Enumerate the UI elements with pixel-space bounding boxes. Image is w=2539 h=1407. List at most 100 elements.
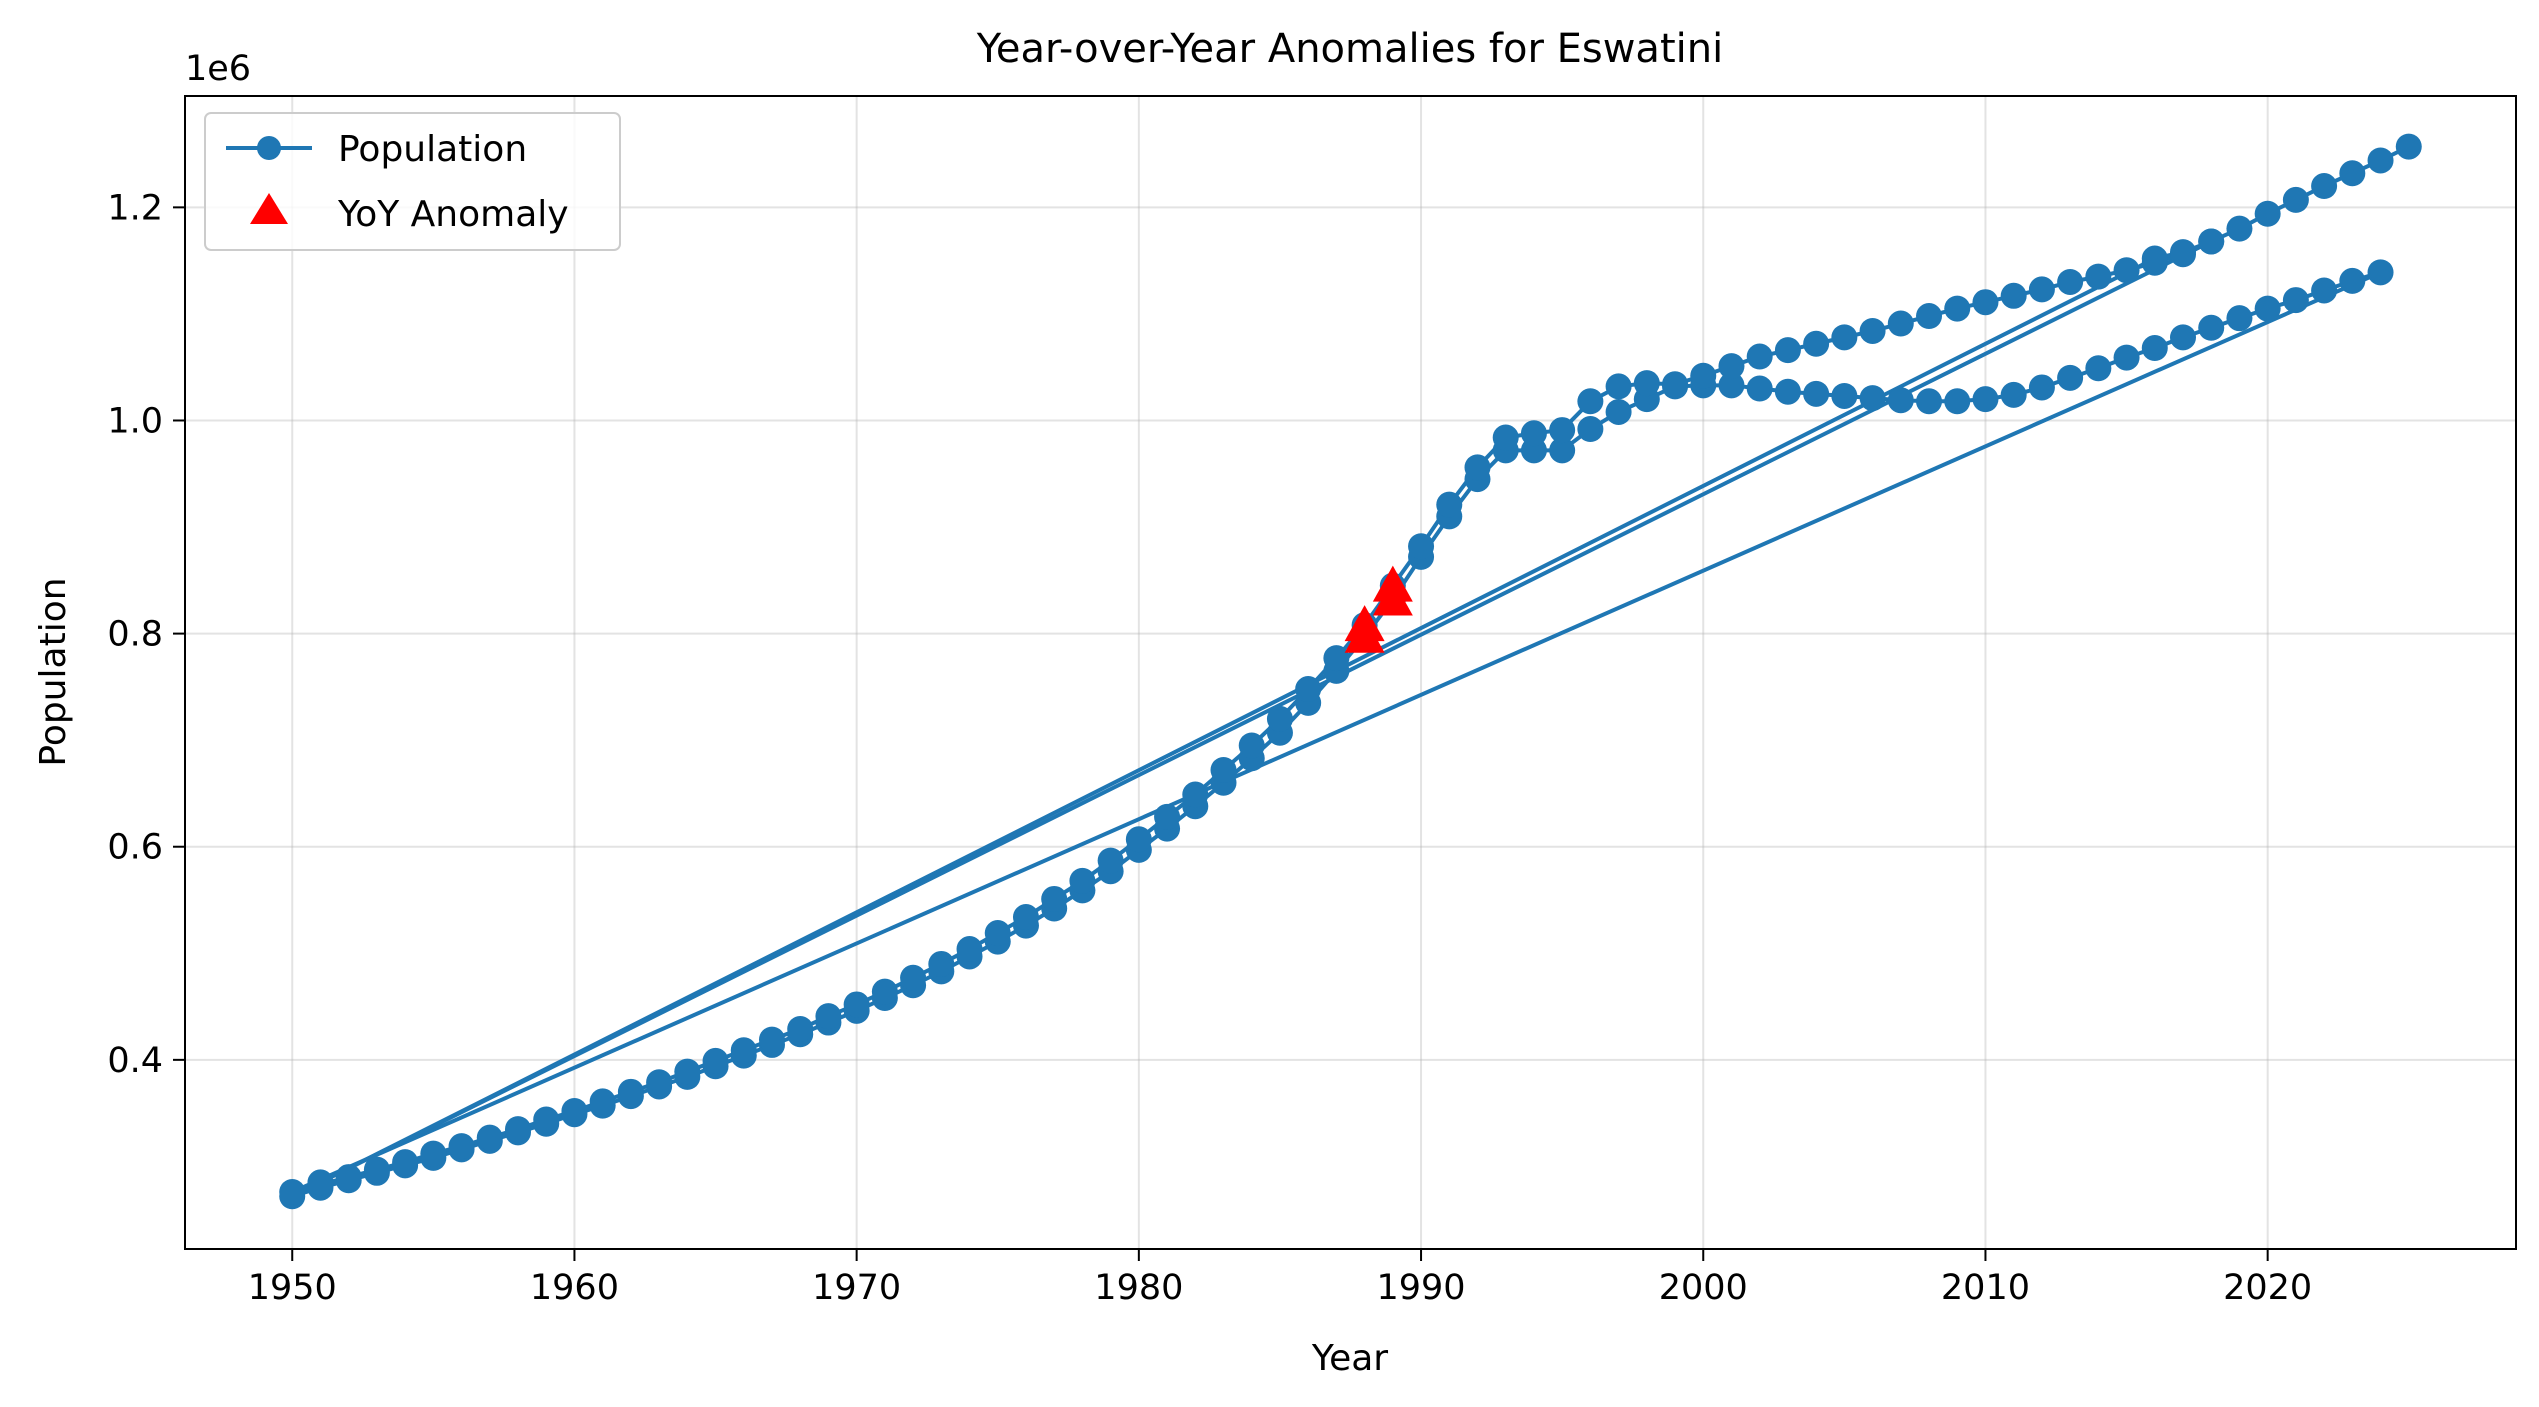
population-point [815, 1003, 842, 1030]
population-point [1746, 375, 1773, 402]
population-point [1718, 353, 1745, 380]
population-point [1944, 388, 1971, 415]
chart-title: Year-over-Year Anomalies for Eswatini [976, 26, 1723, 72]
legend-anomaly-label: YoY Anomaly [337, 194, 569, 235]
population-point [2170, 324, 2196, 351]
population-point [1492, 424, 1519, 451]
population-point [335, 1164, 362, 1191]
population-point [2226, 305, 2253, 332]
population-point [363, 1156, 390, 1183]
x-tick-label: 1990 [1377, 1268, 1466, 1308]
population-point [1520, 420, 1547, 447]
population-point [1887, 310, 1914, 337]
x-tick-label: 1980 [1094, 1268, 1183, 1308]
population-point [2367, 259, 2394, 286]
population-point [561, 1098, 588, 1125]
population-point [928, 950, 955, 977]
population-point [1831, 382, 1858, 409]
population-point [1549, 437, 1576, 464]
population-point [617, 1078, 644, 1105]
population-point [2311, 173, 2338, 200]
population-point [2367, 147, 2394, 174]
x-tick-label: 2000 [1659, 1268, 1748, 1308]
x-axis-label: Year [1311, 1338, 1388, 1379]
population-point [1436, 491, 1463, 518]
x-tick-label: 2020 [2223, 1268, 2312, 1308]
population-point [1408, 533, 1435, 560]
population-point [787, 1015, 814, 1042]
x-tick-label: 2010 [1941, 1268, 2030, 1308]
tick-layer: 1950 1960 1970 1980 1990 2000 2010 2020 0.4 0.6 0.… [107, 188, 2312, 1308]
population-point [1633, 370, 1660, 397]
yoy-anomaly-marker [1344, 605, 1385, 642]
population-point [2028, 276, 2055, 303]
population-connector-line [291, 270, 2382, 1194]
legend-population-label: Population [338, 129, 527, 170]
population-point [2339, 160, 2366, 187]
population-point [2282, 186, 2309, 213]
population-point [1464, 454, 1491, 481]
y-offset-label: 1e6 [185, 49, 251, 89]
population-point [448, 1133, 475, 1160]
population-point [2057, 364, 2084, 391]
population-point [1154, 803, 1181, 830]
population-point [956, 936, 983, 963]
population-point [589, 1088, 616, 1115]
population-point [2113, 344, 2140, 371]
population-point [2113, 257, 2140, 284]
population-point [1605, 373, 1632, 400]
population-point [1972, 289, 1999, 316]
population-point [2198, 314, 2225, 341]
population-point [1069, 867, 1096, 894]
population-point [392, 1149, 419, 1176]
population-point [1238, 732, 1265, 759]
population-point [1182, 781, 1209, 808]
population-point [843, 991, 870, 1018]
population-point [2000, 282, 2027, 309]
population-point [1097, 847, 1124, 874]
population-point [2141, 335, 2168, 362]
population-point [307, 1169, 334, 1196]
legend-population-marker [257, 136, 281, 160]
population-point [1718, 372, 1745, 399]
population-point [2141, 245, 2168, 272]
population-point [1831, 324, 1858, 351]
population-point [1295, 676, 1322, 703]
population-point [1012, 904, 1039, 931]
population-point [1916, 303, 1943, 330]
population-point [1577, 416, 1604, 443]
anomaly-layer [1344, 565, 1413, 653]
population-point [2085, 263, 2112, 290]
y-tick-label: 1.0 [107, 401, 163, 441]
population-point [2000, 381, 2027, 408]
population-point [702, 1047, 729, 1074]
population-point [2395, 133, 2422, 160]
x-tick-label: 1970 [812, 1268, 901, 1308]
population-point [1041, 885, 1068, 912]
population-point [1859, 317, 1886, 344]
population-point [900, 964, 927, 991]
legend-anomaly-marker [250, 193, 288, 224]
population-point [2028, 374, 2055, 401]
population-point [1774, 337, 1801, 364]
population-point [2254, 200, 2281, 227]
population-point [1549, 417, 1576, 444]
population-point [1887, 387, 1914, 414]
population-point [2282, 287, 2309, 314]
plot-area-frame [184, 95, 2517, 1250]
marker-layer [279, 133, 2422, 1210]
population-point [1605, 398, 1632, 425]
population-point [1690, 362, 1717, 389]
y-tick-label: 0.6 [107, 828, 163, 868]
y-axis-label: Population [33, 577, 74, 766]
yoy-anomaly-marker [1372, 565, 1413, 602]
population-point [505, 1116, 531, 1143]
population-point [2226, 215, 2253, 242]
population-point [2170, 239, 2196, 266]
population-point [1972, 386, 1999, 413]
population-point [533, 1106, 560, 1133]
population-point [646, 1069, 673, 1096]
population-point [1210, 757, 1237, 784]
population-point [1774, 378, 1801, 405]
